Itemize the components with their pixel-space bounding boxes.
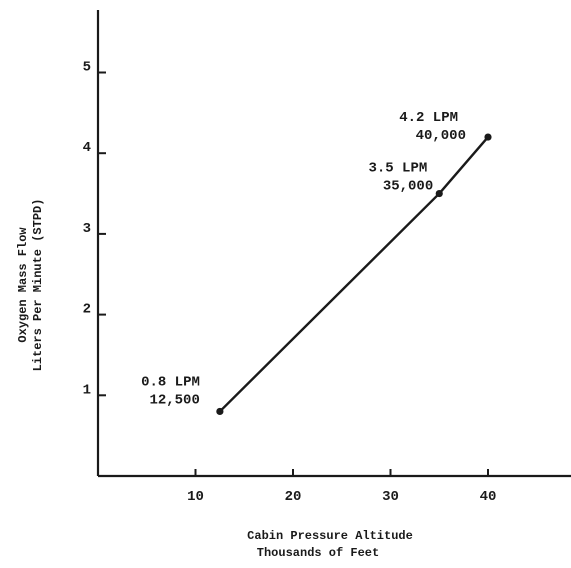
x-tick-label: 40	[480, 489, 497, 505]
annotation-label-line: 12,500	[149, 392, 199, 408]
annotation-label-line: 3.5 LPM	[368, 161, 427, 177]
y-tick-label: 2	[83, 302, 91, 318]
annotation-label-line: 35,000	[383, 179, 433, 195]
x-axis-title-line-2: Thousands of Feet	[257, 546, 379, 560]
annotation-label-line: 40,000	[416, 128, 466, 144]
y-axis-title-line-1: Oxygen Mass Flow	[16, 227, 30, 343]
data-points	[216, 133, 492, 416]
y-tick-label: 3	[83, 221, 91, 237]
y-axis-ticks: 1 2 3 4 5	[83, 60, 106, 398]
data-point	[484, 133, 492, 141]
x-axis-title-line-1: Cabin Pressure Altitude	[247, 529, 413, 543]
x-tick-label: 20	[285, 489, 302, 505]
y-axis-title: Oxygen Mass Flow Liters Per Minute (STPD…	[16, 199, 45, 372]
y-tick-label: 1	[83, 382, 91, 398]
annotation-label-line: 0.8 LPM	[141, 374, 200, 390]
annotation-label-line: 4.2 LPM	[399, 110, 458, 126]
data-point	[216, 407, 224, 416]
annotations: 0.8 LPM 12,500 3.5 LPM 35,000 4.2 LPM 40,000	[141, 110, 466, 408]
x-axis-ticks: 10 20 30 40	[187, 469, 496, 505]
y-tick-label: 4	[83, 140, 91, 156]
data-point	[435, 189, 443, 198]
y-tick-label: 5	[83, 60, 91, 76]
y-axis-title-line-2: Liters Per Minute (STPD)	[31, 199, 45, 372]
x-tick-label: 10	[187, 489, 204, 505]
x-tick-label: 30	[382, 489, 399, 505]
series-line	[218, 135, 490, 413]
